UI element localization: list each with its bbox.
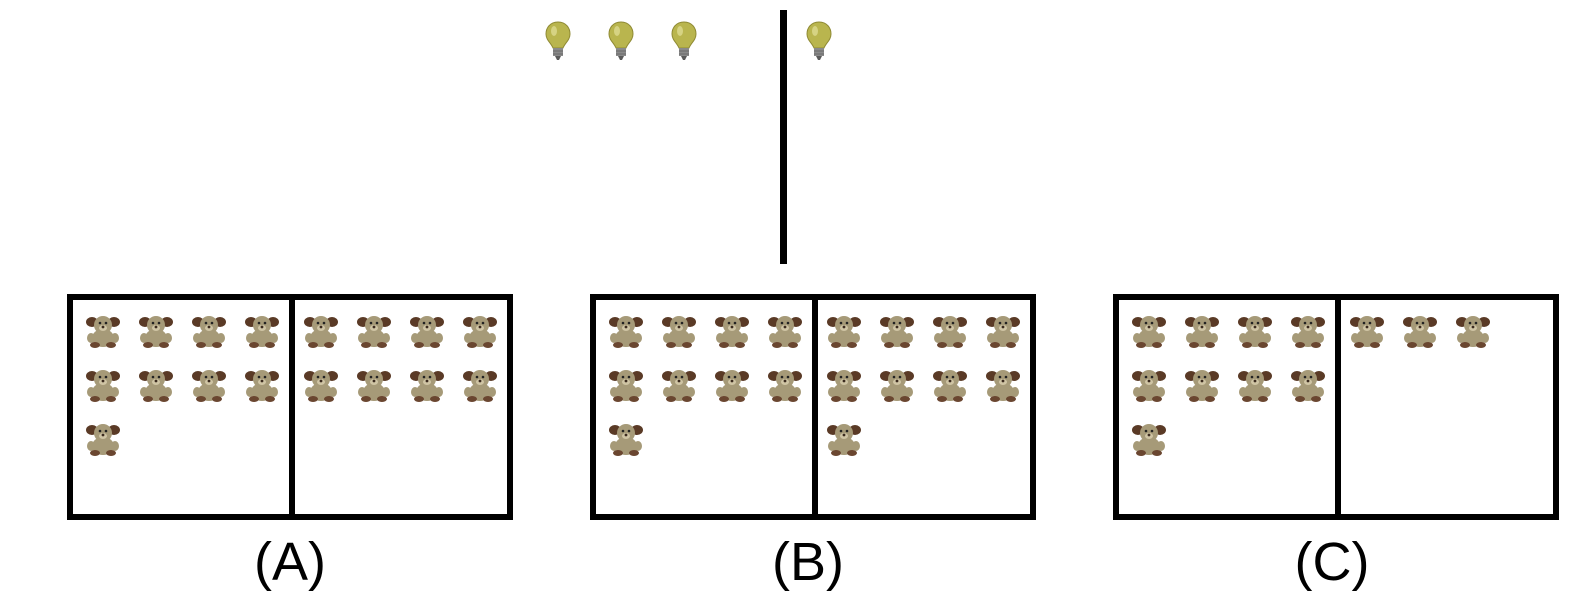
teddy-bear-icon [463, 370, 497, 402]
teddy-bear-icon [139, 316, 173, 348]
teddy-bear-icon [1238, 370, 1272, 402]
teddy-bear-icon [86, 424, 120, 456]
option-b-label: (B) [772, 532, 844, 592]
teddy-bear-icon [715, 370, 749, 402]
light-bulb-icon [671, 21, 697, 60]
option-a-divider [289, 300, 295, 514]
teddy-bear-icon [1238, 316, 1272, 348]
teddy-bear-icon [192, 370, 226, 402]
teddy-bear-icon [245, 370, 279, 402]
teddy-bear-icon [986, 370, 1020, 402]
teddy-bear-icon [1350, 316, 1384, 348]
option-a-box[interactable] [67, 294, 513, 520]
teddy-bear-icon [304, 370, 338, 402]
teddy-bear-icon [86, 370, 120, 402]
teddy-bear-icon [1185, 316, 1219, 348]
teddy-bear-icon [986, 316, 1020, 348]
teddy-bear-icon [662, 316, 696, 348]
teddy-bear-icon [715, 316, 749, 348]
teddy-bear-icon [245, 316, 279, 348]
teddy-bear-icon [662, 370, 696, 402]
teddy-bear-icon [827, 370, 861, 402]
teddy-bear-icon [827, 424, 861, 456]
teddy-bear-icon [1403, 316, 1437, 348]
option-b-box[interactable] [590, 294, 1036, 520]
teddy-bear-icon [880, 316, 914, 348]
teddy-bear-icon [609, 370, 643, 402]
teddy-bear-icon [357, 370, 391, 402]
teddy-bear-icon [768, 370, 802, 402]
teddy-bear-icon [827, 316, 861, 348]
light-bulb-icon [608, 21, 634, 60]
teddy-bear-icon [1456, 316, 1490, 348]
teddy-bear-icon [1132, 370, 1166, 402]
teddy-bear-icon [933, 370, 967, 402]
teddy-bear-icon [410, 316, 444, 348]
teddy-bear-icon [86, 316, 120, 348]
teddy-bear-icon [768, 316, 802, 348]
teddy-bear-icon [139, 370, 173, 402]
light-bulb-icon [806, 21, 832, 60]
teddy-bear-icon [192, 316, 226, 348]
teddy-bear-icon [609, 316, 643, 348]
teddy-bear-icon [463, 316, 497, 348]
teddy-bear-icon [880, 370, 914, 402]
option-c-box[interactable] [1113, 294, 1559, 520]
teddy-bear-icon [933, 316, 967, 348]
top-divider-line [780, 10, 787, 264]
teddy-bear-icon [1185, 370, 1219, 402]
teddy-bear-icon [304, 316, 338, 348]
option-c-label: (C) [1294, 532, 1370, 592]
option-c-divider [1335, 300, 1341, 514]
teddy-bear-icon [1291, 316, 1325, 348]
teddy-bear-icon [410, 370, 444, 402]
light-bulb-icon [545, 21, 571, 60]
option-b-divider [812, 300, 818, 514]
teddy-bear-icon [357, 316, 391, 348]
teddy-bear-icon [1132, 424, 1166, 456]
option-a-label: (A) [254, 532, 326, 592]
teddy-bear-icon [1132, 316, 1166, 348]
teddy-bear-icon [1291, 370, 1325, 402]
teddy-bear-icon [609, 424, 643, 456]
